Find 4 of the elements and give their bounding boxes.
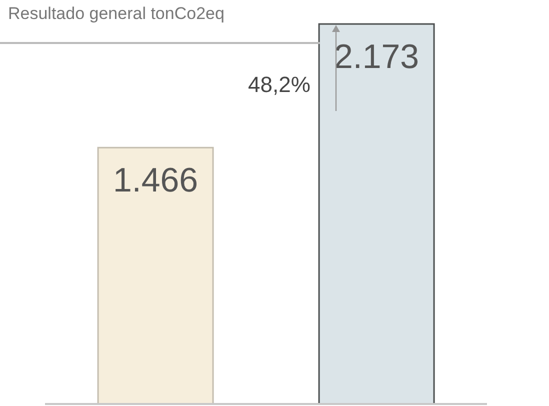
chart-title: Resultado general tonCo2eq [8, 4, 224, 24]
data-label: 1.466 [112, 162, 198, 200]
annotation: 48,2% [248, 72, 310, 98]
data-label: 2.173 [334, 38, 420, 76]
